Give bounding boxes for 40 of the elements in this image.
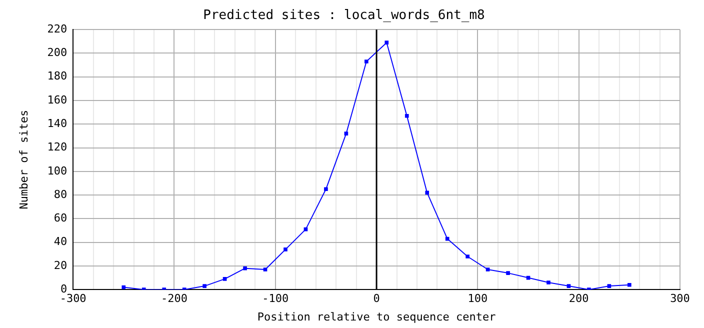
y-tick-label: 100 <box>47 164 68 178</box>
y-tick-label: 80 <box>54 188 68 201</box>
x-tick-label: 200 <box>568 292 589 306</box>
point <box>202 284 206 288</box>
y-axis-title: Number of sites <box>17 110 30 210</box>
y-tick-label: 60 <box>54 212 68 225</box>
y-tick-label: 40 <box>54 235 68 248</box>
y-tick-label: 120 <box>47 140 68 154</box>
y-tick-label: 20 <box>54 258 68 272</box>
point <box>284 248 288 252</box>
y-tick-label: 160 <box>47 93 68 106</box>
x-tick-label: 100 <box>468 292 488 306</box>
x-tick-label: -200 <box>160 292 188 306</box>
point <box>344 132 348 136</box>
point <box>486 268 490 272</box>
point <box>425 190 430 195</box>
point <box>404 114 409 118</box>
point <box>445 236 450 241</box>
point <box>384 40 389 45</box>
point <box>466 254 470 258</box>
point <box>566 284 571 288</box>
x-axis-title: Position relative to sequence center <box>257 310 496 324</box>
x-tick-label: 300 <box>670 292 690 306</box>
point <box>607 284 612 288</box>
point <box>222 277 227 281</box>
x-tick-label: -100 <box>262 292 289 306</box>
y-tick-label: 140 <box>47 117 68 130</box>
point <box>324 187 328 192</box>
y-tick-label: 220 <box>47 22 68 36</box>
point <box>506 271 510 275</box>
point <box>243 266 247 270</box>
chart-title: Predicted sites : local_words_6nt_m8 <box>203 8 485 24</box>
point <box>546 280 550 284</box>
y-tick-label: 180 <box>47 70 68 83</box>
point <box>628 282 632 287</box>
x-tick-label: 0 <box>373 292 380 306</box>
point <box>263 268 268 272</box>
point <box>122 285 126 290</box>
point <box>364 60 368 64</box>
y-tick-label: 200 <box>47 46 68 60</box>
